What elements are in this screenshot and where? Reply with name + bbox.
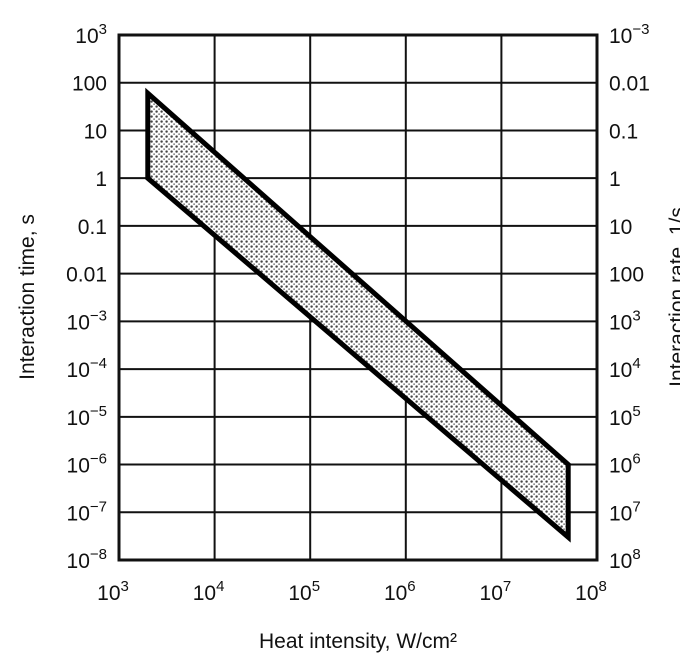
y2-axis-title: Interaction rate, 1/s bbox=[666, 207, 680, 387]
y-tick-label-exponent: −8 bbox=[90, 546, 107, 563]
y2-tick-label-exponent: 3 bbox=[632, 307, 640, 324]
x-tick-label-exponent: 8 bbox=[599, 578, 607, 595]
y-tick-label: 10−5 bbox=[67, 403, 107, 430]
y2-tick-label: 108 bbox=[609, 546, 641, 573]
y-tick-label: 1 bbox=[95, 168, 107, 191]
y-tick-label: 10−7 bbox=[67, 498, 107, 525]
interaction-band bbox=[145, 87, 571, 543]
y2-tick-label-base: 100 bbox=[609, 264, 644, 287]
y-tick-label-exponent: −7 bbox=[90, 498, 107, 515]
y-tick-label-base: 10 bbox=[67, 407, 90, 430]
y-tick-label-exponent: −5 bbox=[90, 403, 107, 420]
y2-tick-label-base: 10 bbox=[609, 359, 632, 382]
y-tick-label: 10−6 bbox=[67, 451, 107, 478]
x-tick-label-exponent: 6 bbox=[407, 578, 415, 595]
y2-tick-label: 0.1 bbox=[609, 120, 638, 143]
y2-tick-label-exponent: −3 bbox=[632, 21, 649, 38]
y-tick-label-base: 0.1 bbox=[78, 216, 107, 239]
x-tick-label: 104 bbox=[193, 578, 225, 605]
y2-tick-label-exponent: 8 bbox=[632, 546, 640, 563]
x-axis-ticks: 103 104 105 106 107 108 bbox=[97, 578, 607, 605]
y2-tick-label-base: 10 bbox=[609, 25, 632, 48]
y2-tick-label: 107 bbox=[609, 498, 641, 525]
x-tick-label: 103 bbox=[97, 578, 129, 605]
y2-tick-label-exponent: 4 bbox=[632, 355, 640, 372]
x-axis-title: Heat intensity, W/cm² bbox=[259, 630, 457, 653]
y-tick-label: 103 bbox=[75, 21, 107, 48]
y2-tick-label-base: 10 bbox=[609, 455, 632, 478]
y-tick-label-base: 0.01 bbox=[66, 264, 107, 287]
y2-tick-label-exponent: 7 bbox=[632, 498, 640, 515]
y-tick-label-exponent: −4 bbox=[90, 355, 107, 372]
y-tick-label-exponent: −3 bbox=[90, 307, 107, 324]
x-tick-label-exponent: 3 bbox=[121, 578, 129, 595]
y2-tick-label: 105 bbox=[609, 403, 641, 430]
y-tick-label-base: 10 bbox=[75, 25, 98, 48]
y-tick-label-base: 10 bbox=[67, 550, 90, 573]
x-tick-label: 106 bbox=[384, 578, 416, 605]
y-tick-label-exponent: −6 bbox=[90, 451, 107, 468]
y2-tick-label-exponent: 6 bbox=[632, 451, 640, 468]
y-tick-label-base: 10 bbox=[67, 455, 90, 478]
y2-tick-label-base: 10 bbox=[609, 216, 632, 239]
y-tick-label-base: 100 bbox=[72, 73, 107, 96]
y-tick-label: 10 bbox=[84, 120, 107, 143]
y-tick-label-base: 1 bbox=[95, 168, 107, 191]
y-tick-label-base: 10 bbox=[67, 311, 90, 334]
y2-tick-label-base: 10 bbox=[609, 550, 632, 573]
y2-tick-label: 100 bbox=[609, 264, 644, 287]
x-tick-label: 107 bbox=[480, 578, 512, 605]
x-tick-label: 108 bbox=[575, 578, 607, 605]
y2-tick-label-base: 0.1 bbox=[609, 120, 638, 143]
y2-tick-label: 103 bbox=[609, 307, 641, 334]
y2-tick-label-base: 0.01 bbox=[609, 73, 650, 96]
x-tick-label-base: 10 bbox=[480, 582, 503, 605]
y-tick-label: 0.1 bbox=[78, 216, 107, 239]
y2-tick-label: 104 bbox=[609, 355, 641, 382]
y2-tick-label: 10−3 bbox=[609, 21, 649, 48]
x-tick-label-base: 10 bbox=[193, 582, 216, 605]
x-tick-label-exponent: 7 bbox=[503, 578, 511, 595]
y-tick-label-base: 10 bbox=[67, 502, 90, 525]
y-axis-title: Interaction time, s bbox=[16, 214, 39, 380]
y-tick-label: 100 bbox=[72, 73, 107, 96]
y2-tick-label-base: 10 bbox=[609, 502, 632, 525]
x-tick-label-exponent: 5 bbox=[312, 578, 320, 595]
y-tick-label: 10−4 bbox=[67, 355, 107, 382]
x-tick-label: 105 bbox=[288, 578, 320, 605]
x-tick-label-base: 10 bbox=[288, 582, 311, 605]
x-tick-label-exponent: 4 bbox=[216, 578, 224, 595]
x-tick-label-base: 10 bbox=[575, 582, 598, 605]
y-tick-label-base: 10 bbox=[67, 359, 90, 382]
y2-tick-label: 0.01 bbox=[609, 73, 650, 96]
y-tick-label: 10−8 bbox=[67, 546, 107, 573]
x-tick-label-base: 10 bbox=[97, 582, 120, 605]
y2-tick-label-exponent: 5 bbox=[632, 403, 640, 420]
y-tick-label: 0.01 bbox=[66, 264, 107, 287]
x-tick-label-base: 10 bbox=[384, 582, 407, 605]
y2-tick-label-base: 10 bbox=[609, 407, 632, 430]
plot-frame bbox=[117, 33, 599, 562]
y2-tick-label: 106 bbox=[609, 451, 641, 478]
y-tick-label-base: 10 bbox=[84, 120, 107, 143]
y-tick-label-exponent: 3 bbox=[99, 21, 107, 38]
y2-tick-label: 1 bbox=[609, 168, 621, 191]
y2-tick-label: 10 bbox=[609, 216, 632, 239]
y2-tick-label-base: 10 bbox=[609, 311, 632, 334]
y-tick-label: 10−3 bbox=[67, 307, 107, 334]
y2-tick-label-base: 1 bbox=[609, 168, 621, 191]
